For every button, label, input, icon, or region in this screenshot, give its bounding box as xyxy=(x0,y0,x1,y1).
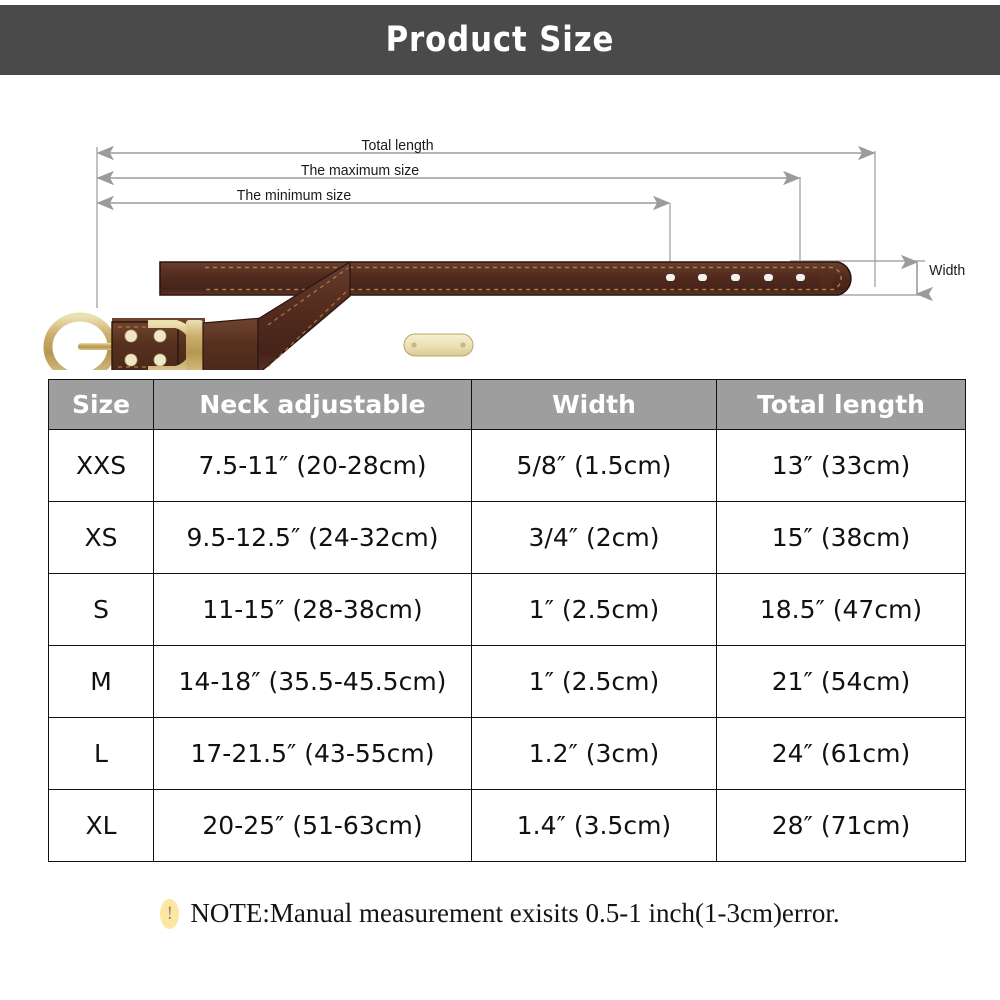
collar-diagram-svg xyxy=(43,145,933,370)
exclamation-icon: ! xyxy=(160,898,180,929)
page-title: Product Size xyxy=(385,20,615,60)
total-length-label: Total length xyxy=(361,137,434,154)
column-header-width: Width xyxy=(471,379,717,430)
cell-total: 18.5″ (47cm) xyxy=(716,573,966,646)
maximum-size-label: The maximum size xyxy=(300,162,420,179)
note-text: NOTE:Manual measurement exisits 0.5-1 in… xyxy=(190,898,840,928)
cell-size: M xyxy=(48,645,154,718)
stitch-top xyxy=(205,266,842,291)
cell-neck: 17-21.5″ (43-55cm) xyxy=(153,717,472,790)
cell-neck: 9.5-12.5″ (24-32cm) xyxy=(153,501,472,574)
cell-size: XXS xyxy=(48,429,154,502)
collar-diagram: Total length The maximum size The minimu… xyxy=(0,75,1000,370)
table-row: L 17-21.5″ (43-55cm) 1.2″ (3cm) 24″ (61c… xyxy=(48,717,966,790)
collar-rivets xyxy=(124,329,167,367)
cell-size: XL xyxy=(48,789,154,862)
cell-neck: 14-18″ (35.5-45.5cm) xyxy=(153,645,472,718)
keeper-loop xyxy=(186,320,203,370)
column-header-total-length: Total length xyxy=(716,379,966,430)
cell-total: 15″ (38cm) xyxy=(716,501,966,574)
cell-size: XS xyxy=(48,501,154,574)
cell-total: 13″ (33cm) xyxy=(716,429,966,502)
table-row: M 14-18″ (35.5-45.5cm) 1″ (2.5cm) 21″ (5… xyxy=(48,645,966,718)
table-row: XS 9.5-12.5″ (24-32cm) 3/4″ (2cm) 15″ (3… xyxy=(48,501,966,574)
cell-neck: 11-15″ (28-38cm) xyxy=(153,573,472,646)
cell-neck: 20-25″ (51-63cm) xyxy=(153,789,472,862)
exclamation-glyph: ! xyxy=(166,903,173,924)
cell-width: 5/8″ (1.5cm) xyxy=(471,429,717,502)
table-row: XXS 7.5-11″ (20-28cm) 5/8″ (1.5cm) 13″ (… xyxy=(48,429,966,502)
column-header-neck-adjustable: Neck adjustable xyxy=(153,379,472,430)
cell-width: 1.2″ (3cm) xyxy=(471,717,717,790)
buckle-leather-fold xyxy=(111,321,179,370)
cell-size: L xyxy=(48,717,154,790)
width-label: Width xyxy=(929,262,966,279)
minimum-size-label: The minimum size xyxy=(236,187,352,204)
cell-width: 1.4″ (3.5cm) xyxy=(471,789,717,862)
cell-total: 24″ (61cm) xyxy=(716,717,966,790)
table-row: XL 20-25″ (51-63cm) 1.4″ (3.5cm) 28″ (71… xyxy=(48,789,966,862)
collar-holes xyxy=(666,274,805,281)
column-header-size: Size xyxy=(48,379,154,430)
dimension-arrows xyxy=(96,145,933,302)
cell-width: 3/4″ (2cm) xyxy=(471,501,717,574)
collar-illustration xyxy=(43,260,852,370)
cell-width: 1″ (2.5cm) xyxy=(471,573,717,646)
note-row: ! NOTE:Manual measurement exisits 0.5-1 … xyxy=(0,898,1000,929)
table-header-row: Size Neck adjustable Width Total length xyxy=(48,379,966,430)
cell-width: 1″ (2.5cm) xyxy=(471,645,717,718)
size-chart-table: Size Neck adjustable Width Total length … xyxy=(48,379,966,862)
cell-neck: 7.5-11″ (20-28cm) xyxy=(153,429,472,502)
cell-total: 21″ (54cm) xyxy=(716,645,966,718)
collar-taper xyxy=(257,260,351,370)
collar-name-plate xyxy=(403,333,474,357)
page-header-bar: Product Size xyxy=(0,5,1000,75)
cell-total: 28″ (71cm) xyxy=(716,789,966,862)
cell-size: S xyxy=(48,573,154,646)
table-row: S 11-15″ (28-38cm) 1″ (2.5cm) 18.5″ (47c… xyxy=(48,573,966,646)
